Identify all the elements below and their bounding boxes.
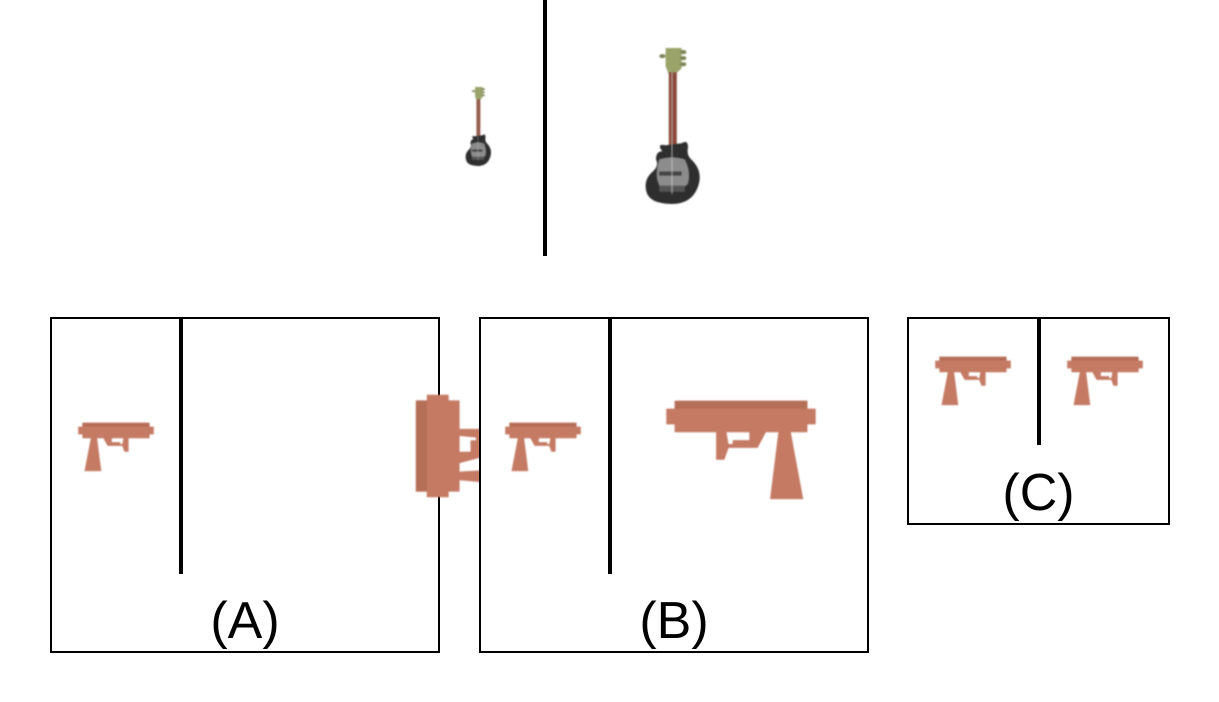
pistol-small-icon (74, 415, 158, 473)
option-c-panel[interactable]: (C) (907, 317, 1170, 525)
guitar-small-icon (463, 86, 493, 168)
option-a-divider (179, 319, 183, 574)
pistol-large-rotated-icon (415, 394, 553, 498)
pistol-small-icon (501, 415, 585, 473)
pistol-small-icon (931, 349, 1015, 407)
pistol-small-icon (1063, 349, 1147, 407)
option-b-label: (B) (639, 592, 709, 650)
option-c-label: (C) (1002, 464, 1075, 522)
option-b-divider (608, 319, 612, 574)
option-a-label: (A) (210, 592, 280, 650)
guitar-large-icon (640, 46, 704, 208)
prompt-divider (543, 0, 547, 256)
option-b-panel[interactable]: (B) (479, 317, 869, 653)
pistol-large-mirrored-icon (666, 400, 816, 500)
option-a-panel[interactable]: (A) (50, 317, 553, 653)
option-c-divider (1037, 319, 1041, 445)
